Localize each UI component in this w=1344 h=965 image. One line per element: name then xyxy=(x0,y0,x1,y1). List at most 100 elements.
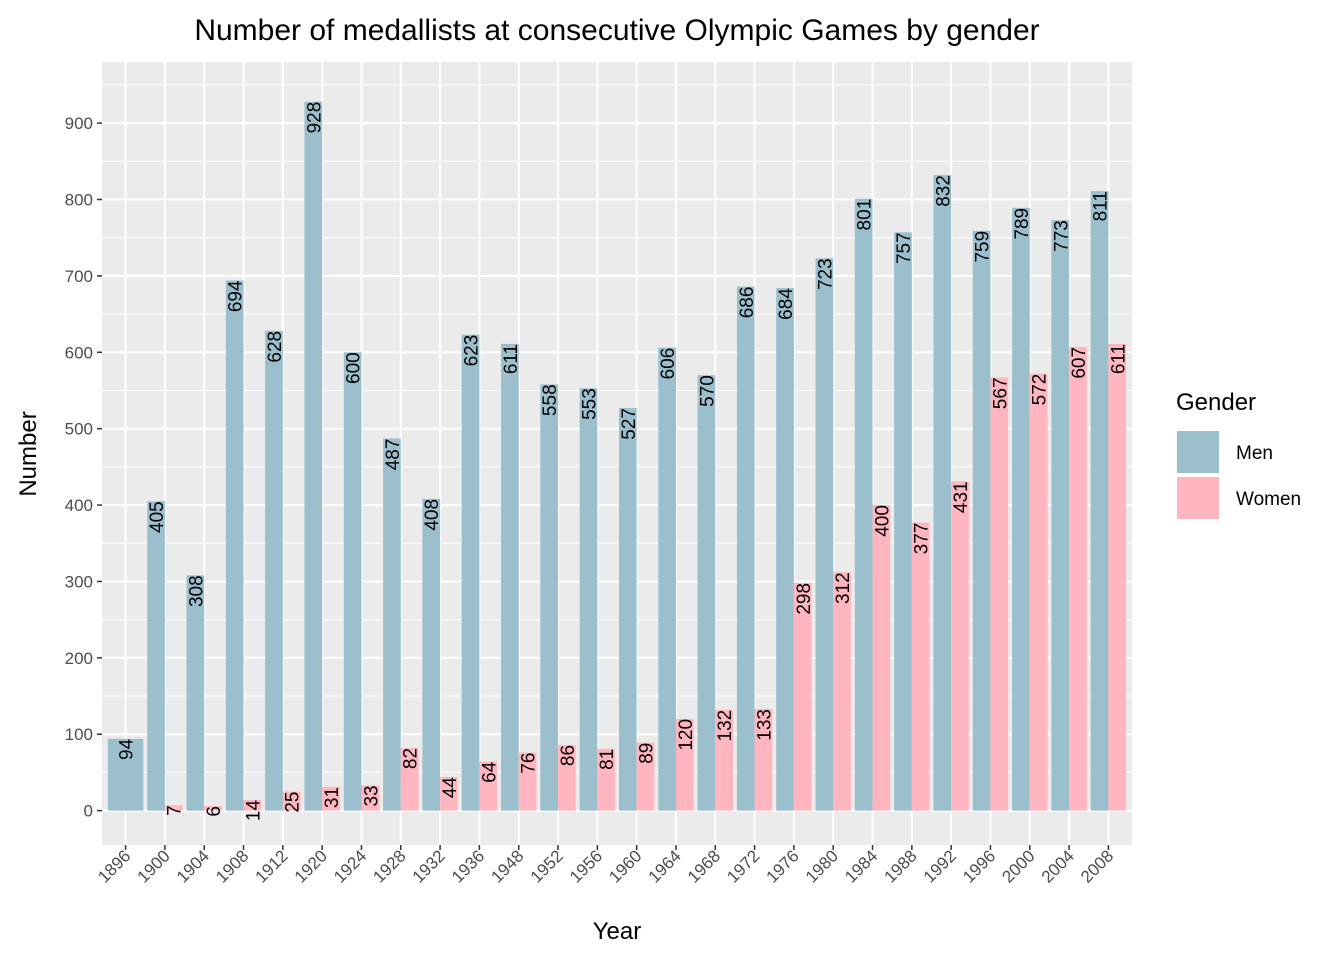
bar-value-label: 694 xyxy=(226,280,247,312)
bar-value-label: 408 xyxy=(422,499,443,531)
x-tick-label: 1928 xyxy=(369,846,409,886)
bar-value-label: 928 xyxy=(304,102,325,134)
bar-men xyxy=(894,232,912,811)
x-tick-label: 1960 xyxy=(605,846,645,886)
bar-value-label: 377 xyxy=(912,523,933,555)
bar-women xyxy=(754,709,773,811)
bar-men xyxy=(383,438,401,811)
bar-value-label: 76 xyxy=(519,753,540,774)
bar-men xyxy=(304,101,323,811)
bar-women xyxy=(204,806,222,811)
bar-women xyxy=(164,805,183,811)
x-tick-label: 1920 xyxy=(291,846,331,886)
bar-men xyxy=(501,343,519,811)
bar-value-label: 527 xyxy=(619,408,640,440)
bar-women xyxy=(558,744,576,811)
bar-men xyxy=(1051,220,1070,811)
bar-value-label: 86 xyxy=(558,745,579,766)
bar-value-label: 298 xyxy=(794,583,815,615)
bar-value-label: 64 xyxy=(479,761,500,783)
bar-men xyxy=(186,575,205,811)
bar-value-label: 14 xyxy=(243,800,264,822)
y-tick-label: 700 xyxy=(65,267,93,286)
bar-women xyxy=(361,785,380,811)
bar-value-label: 400 xyxy=(872,505,893,537)
bar-value-label: 723 xyxy=(815,258,836,290)
bar-value-label: 607 xyxy=(1069,347,1090,379)
bar-men xyxy=(343,352,362,811)
x-tick-label: 1968 xyxy=(684,846,724,886)
legend-key-men xyxy=(1175,429,1221,475)
bar-value-label: 570 xyxy=(697,375,718,407)
bar-value-label: 567 xyxy=(990,377,1011,409)
bar-men xyxy=(697,375,716,811)
bar-value-label: 684 xyxy=(776,288,797,320)
y-tick-label: 0 xyxy=(84,802,93,821)
bar-value-label: 773 xyxy=(1051,220,1072,252)
x-tick-label: 1988 xyxy=(880,846,920,886)
y-tick-label: 600 xyxy=(65,343,93,362)
bar-women xyxy=(1108,343,1127,811)
x-tick-label: 1952 xyxy=(527,846,567,886)
x-tick-label: 1908 xyxy=(212,846,252,886)
bar-value-label: 133 xyxy=(754,709,775,741)
bar-women xyxy=(479,761,498,811)
bar-value-label: 789 xyxy=(1012,208,1033,240)
bar-value-label: 628 xyxy=(265,331,286,363)
bar-men xyxy=(815,258,834,811)
bar-men xyxy=(422,498,441,811)
y-tick-label: 400 xyxy=(65,496,93,515)
legend-label-men: Men xyxy=(1236,443,1273,464)
bar-men xyxy=(461,334,480,811)
bar-value-label: 487 xyxy=(383,439,404,471)
bar-value-label: 759 xyxy=(973,231,994,263)
y-tick-label: 900 xyxy=(65,114,93,133)
x-tick-label: 1956 xyxy=(566,846,606,886)
bar-value-label: 82 xyxy=(401,748,422,769)
bar-value-label: 33 xyxy=(361,785,382,806)
bar-value-label: 623 xyxy=(462,335,483,367)
bar-value-label: 7 xyxy=(165,805,186,816)
bar-men xyxy=(147,501,165,811)
x-tick-label: 1964 xyxy=(645,846,685,886)
legend-key-women xyxy=(1175,475,1221,521)
bar-value-label: 25 xyxy=(283,792,304,813)
bar-value-label: 558 xyxy=(540,384,561,416)
bar-value-label: 31 xyxy=(322,787,343,808)
bar-value-label: 801 xyxy=(855,199,876,231)
x-tick-label: 1972 xyxy=(723,846,763,886)
bar-women xyxy=(715,709,733,811)
bar-value-label: 611 xyxy=(501,344,522,374)
bar-value-label: 312 xyxy=(833,572,854,604)
bar-women xyxy=(322,786,340,811)
bar-value-label: 553 xyxy=(579,388,600,420)
bar-men xyxy=(933,175,952,811)
bar-men xyxy=(1012,207,1030,811)
x-tick-label: 1996 xyxy=(959,846,999,886)
bar-women xyxy=(990,377,1009,811)
y-tick-label: 300 xyxy=(65,572,93,591)
x-tick-label: 1904 xyxy=(173,846,213,886)
chart-title: Number of medallists at consecutive Olym… xyxy=(194,14,1039,47)
bar-men xyxy=(736,286,755,811)
bar-women xyxy=(911,522,930,811)
bar-men xyxy=(658,347,676,811)
bar-women xyxy=(636,742,655,811)
bar-men xyxy=(618,408,637,811)
x-tick-label: 1896 xyxy=(94,846,134,886)
bar-women xyxy=(282,791,301,811)
bar-value-label: 132 xyxy=(715,710,736,742)
x-tick-label: 1912 xyxy=(251,846,291,886)
legend-label-women: Women xyxy=(1236,489,1301,510)
bar-women xyxy=(833,572,851,811)
bar-value-label: 757 xyxy=(894,232,915,264)
x-tick-label: 2000 xyxy=(998,846,1038,886)
bar-women xyxy=(597,748,616,811)
x-tick-label: 1992 xyxy=(920,846,960,886)
bar-value-label: 600 xyxy=(344,352,365,384)
bar-value-label: 94 xyxy=(117,738,138,760)
bar-men xyxy=(540,384,559,811)
bar-value-label: 6 xyxy=(204,806,225,817)
